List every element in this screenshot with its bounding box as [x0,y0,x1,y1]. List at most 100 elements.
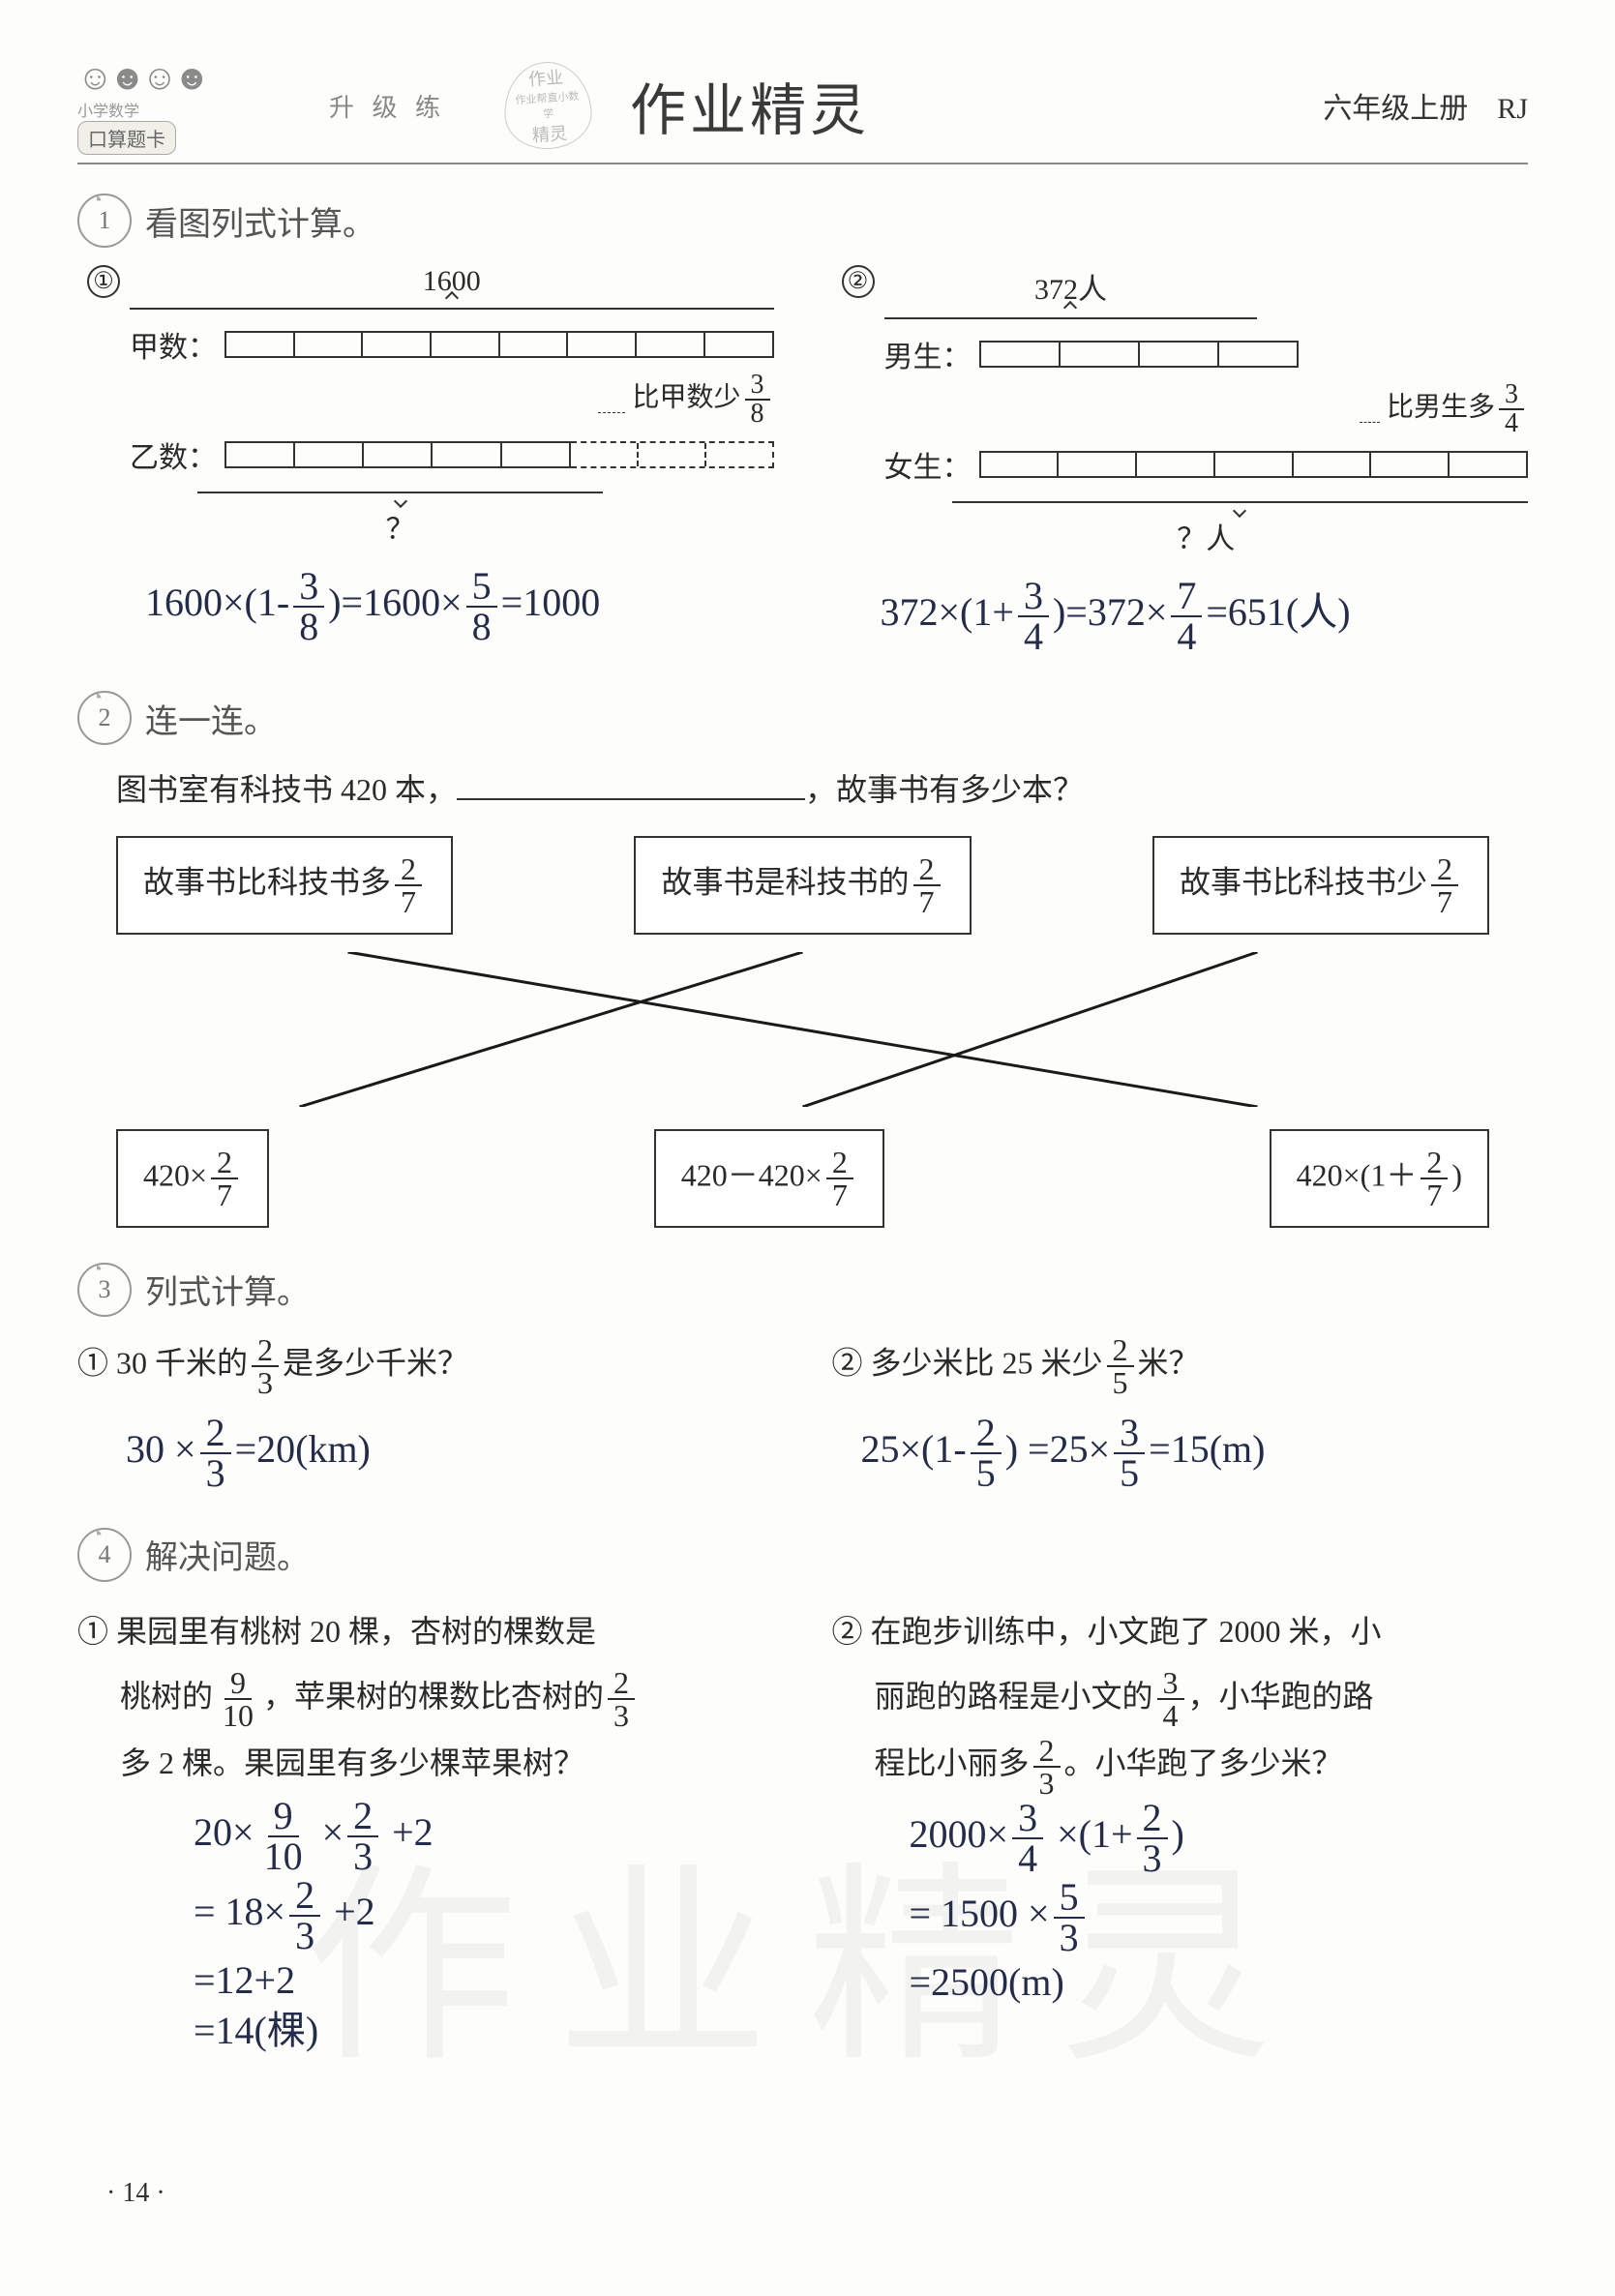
frac-n: 3 [1012,1799,1043,1839]
frac-d: 10 [258,1837,309,1876]
frac-d: 8 [293,608,324,646]
section-4-title: 解决问题。 [145,1531,310,1578]
frac-d: 4 [1171,617,1202,656]
section-3: 3 列式计算。 ① 30 千米的23是多少千米？ 30 ×23=20(km) ②… [77,1263,1528,1493]
s1p2-label1: 男生： [884,333,972,375]
s1p2-circ: ② [842,265,875,298]
frac-n: 9 [268,1797,299,1837]
frac-d: 7 [913,886,941,917]
frac-d: 5 [1107,1367,1134,1398]
upgrade-label: 升 级 练 [329,88,446,124]
hand-part: ×(1+ [1047,1812,1132,1856]
frac-d: 4 [1157,1700,1184,1731]
hand-part: )=1600× [328,581,462,624]
brace-icon [130,298,774,317]
logo-faces-icon: ☺☻☺☻ [77,57,319,98]
s4q1-hand: 20×910 ×23 +2 = 18×23 +2 =12+2 =14(棵) [194,1797,774,2056]
frac-n: 2 [913,853,941,886]
frac-n: 2 [1137,1799,1168,1839]
section-4: 4 解决问题。 ① 果园里有桃树 20 棵，杏树的棵数是 桃树的910，苹果树的… [77,1528,1528,2056]
s4q2-line2: 丽跑的路程是小文的34，小华跑的路 [832,1664,1529,1732]
frac-n: 2 [1107,1334,1134,1367]
section-4-problems: ① 果园里有桃树 20 棵，杏树的棵数是 桃树的910，苹果树的棵数比杏树的23… [77,1599,1528,2056]
hand-part: =15(m) [1149,1427,1265,1471]
q-text: ，小华跑的路 [1188,1679,1374,1714]
hand-part: 1600×(1- [145,581,289,624]
frac-d: 3 [608,1700,635,1731]
owl-icon: 3 [77,1263,132,1317]
frac-d: 3 [1137,1839,1168,1878]
s2-topbox-0: 故事书比科技书多27 [116,836,453,935]
s2-stem-b: ，故事书有多少本？ [805,772,1084,807]
frac-d: 10 [217,1700,259,1731]
frac-d: 4 [1012,1839,1043,1878]
box-text: ) [1451,1157,1462,1192]
s1p1-circ: ① [87,265,120,298]
s3-q2-text: ② 多少米比 25 米少25米？ [832,1334,1529,1398]
frac-n: 2 [252,1334,279,1367]
frac-n: 7 [1171,577,1202,617]
s2-topbox-2: 故事书比科技书少27 [1152,836,1489,935]
bar-diagram [979,451,1529,478]
s4-q2: ② 在跑步训练中，小文跑了 2000 米，小 丽跑的路程是小文的34，小华跑的路… [832,1599,1529,2056]
section-2-head: 2 连一连。 [77,691,1528,745]
s1p1-note-text: 比甲数少 [632,382,740,412]
q-text: 米？ [1138,1345,1200,1380]
section-1-problems: ① 1600 甲数： 比甲数少38 [77,265,1528,656]
q-text: 桃树的 [120,1679,213,1714]
frac-n: 2 [826,1147,853,1179]
s1p1-label2: 乙数： [130,433,217,476]
section-4-num: 4 [99,1540,111,1569]
frac-n: 2 [1421,1147,1448,1179]
frac-d: 3 [252,1367,279,1398]
frac-d: 3 [200,1454,231,1493]
s4q1-line1: ① 果园里有桃树 20 棵，杏树的棵数是 [77,1599,774,1664]
q-text: 果园里有桃树 20 棵，杏树的棵数是 [116,1614,596,1649]
s2-botbox-2: 420×(1＋27) [1270,1129,1489,1228]
s4q2-line3: 程比小丽多23。小华跑了多少米？ [832,1731,1529,1799]
s1p1-q: ？ [197,505,603,548]
grade-label: 六年级上册 RJ [1323,84,1528,127]
s2-top-boxes: 故事书比科技书多27 故事书是科技书的27 故事书比科技书少27 [116,836,1489,935]
box-text: 420－420× [681,1157,822,1192]
frac-d: 3 [1033,1768,1061,1799]
s1p2-handwriting: 372×(1+34)=372×74=651(人) [881,577,1529,656]
q-text: 30 千米的 [116,1345,248,1380]
q-text: 程比小丽多 [875,1745,1030,1780]
q-text: 在跑步训练中，小文跑了 2000 米，小 [871,1614,1382,1649]
frac-n: 3 [745,372,770,401]
frac-d: 7 [1421,1179,1448,1210]
frac-d: 7 [395,886,422,917]
frac-n: 2 [395,853,422,886]
section-3-title: 列式计算。 [145,1266,310,1313]
hand-part: 372×(1+ [881,590,1014,634]
frac-n: 2 [608,1667,635,1700]
s2-botbox-1: 420－420×27 [654,1129,884,1228]
hand-part: =2500(m) [910,1957,1529,2008]
s1-problem-1: ① 1600 甲数： 比甲数少38 [77,265,774,656]
frac-n: 3 [1018,577,1049,617]
s1p1-note: 比甲数少38 [130,372,774,428]
s4q2-line1: ② 在跑步训练中，小文跑了 2000 米，小 [832,1599,1529,1664]
owl-icon: 2 [77,691,132,745]
bar-diagram [979,341,1300,368]
frac-d: 3 [289,1917,320,1955]
frac-n: 2 [971,1414,1002,1454]
section-4-head: 4 解决问题。 [77,1528,1528,1582]
matching-lines [77,952,1528,1107]
frac-n: 5 [466,567,497,608]
q-text: 。小华跑了多少米？ [1064,1745,1343,1780]
box-text: 420× [143,1157,207,1192]
hand-part: 20× [194,1810,254,1854]
circ: ② [832,1614,863,1649]
frac-d: 8 [466,608,497,646]
frac-n: 3 [1114,1414,1145,1454]
s2-botbox-0: 420×27 [116,1129,269,1228]
frac-n: 2 [1431,853,1458,886]
frac-n: 5 [1054,1878,1085,1919]
bar-diagram-dashed [571,441,774,468]
hand-part: 30 × [126,1427,196,1471]
section-2-num: 2 [99,703,111,732]
frac-n: 2 [211,1147,238,1179]
hand-part: +2 [324,1890,375,1933]
